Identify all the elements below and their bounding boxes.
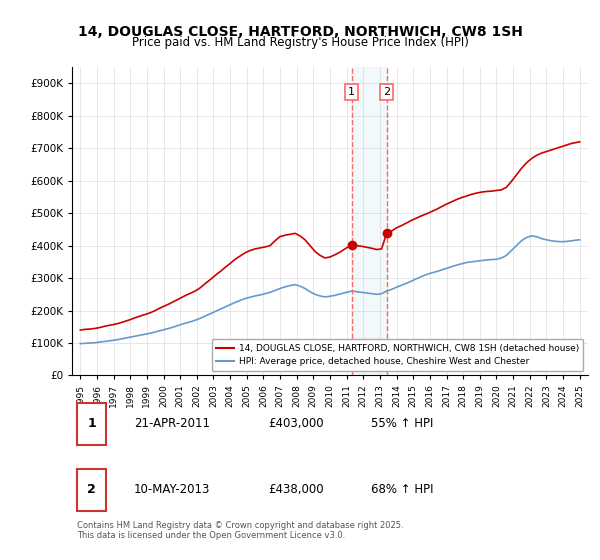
- Text: 55% ↑ HPI: 55% ↑ HPI: [371, 417, 434, 431]
- Text: Contains HM Land Registry data © Crown copyright and database right 2025.
This d: Contains HM Land Registry data © Crown c…: [77, 521, 404, 540]
- Text: 14, DOUGLAS CLOSE, HARTFORD, NORTHWICH, CW8 1SH: 14, DOUGLAS CLOSE, HARTFORD, NORTHWICH, …: [77, 25, 523, 39]
- Text: 1: 1: [87, 417, 96, 431]
- Text: 21-APR-2011: 21-APR-2011: [134, 417, 210, 431]
- Text: £438,000: £438,000: [268, 483, 324, 496]
- Text: 2: 2: [383, 87, 390, 97]
- Bar: [352, 67, 386, 375]
- Text: 2: 2: [87, 483, 96, 496]
- Text: 68% ↑ HPI: 68% ↑ HPI: [371, 483, 434, 496]
- Text: 10-MAY-2013: 10-MAY-2013: [134, 483, 210, 496]
- Legend: 14, DOUGLAS CLOSE, HARTFORD, NORTHWICH, CW8 1SH (detached house), HPI: Average p: 14, DOUGLAS CLOSE, HARTFORD, NORTHWICH, …: [212, 339, 583, 371]
- Text: £403,000: £403,000: [268, 417, 324, 431]
- Text: Price paid vs. HM Land Registry's House Price Index (HPI): Price paid vs. HM Land Registry's House …: [131, 36, 469, 49]
- Text: 1: 1: [348, 87, 355, 97]
- FancyBboxPatch shape: [77, 469, 106, 511]
- FancyBboxPatch shape: [77, 403, 106, 445]
